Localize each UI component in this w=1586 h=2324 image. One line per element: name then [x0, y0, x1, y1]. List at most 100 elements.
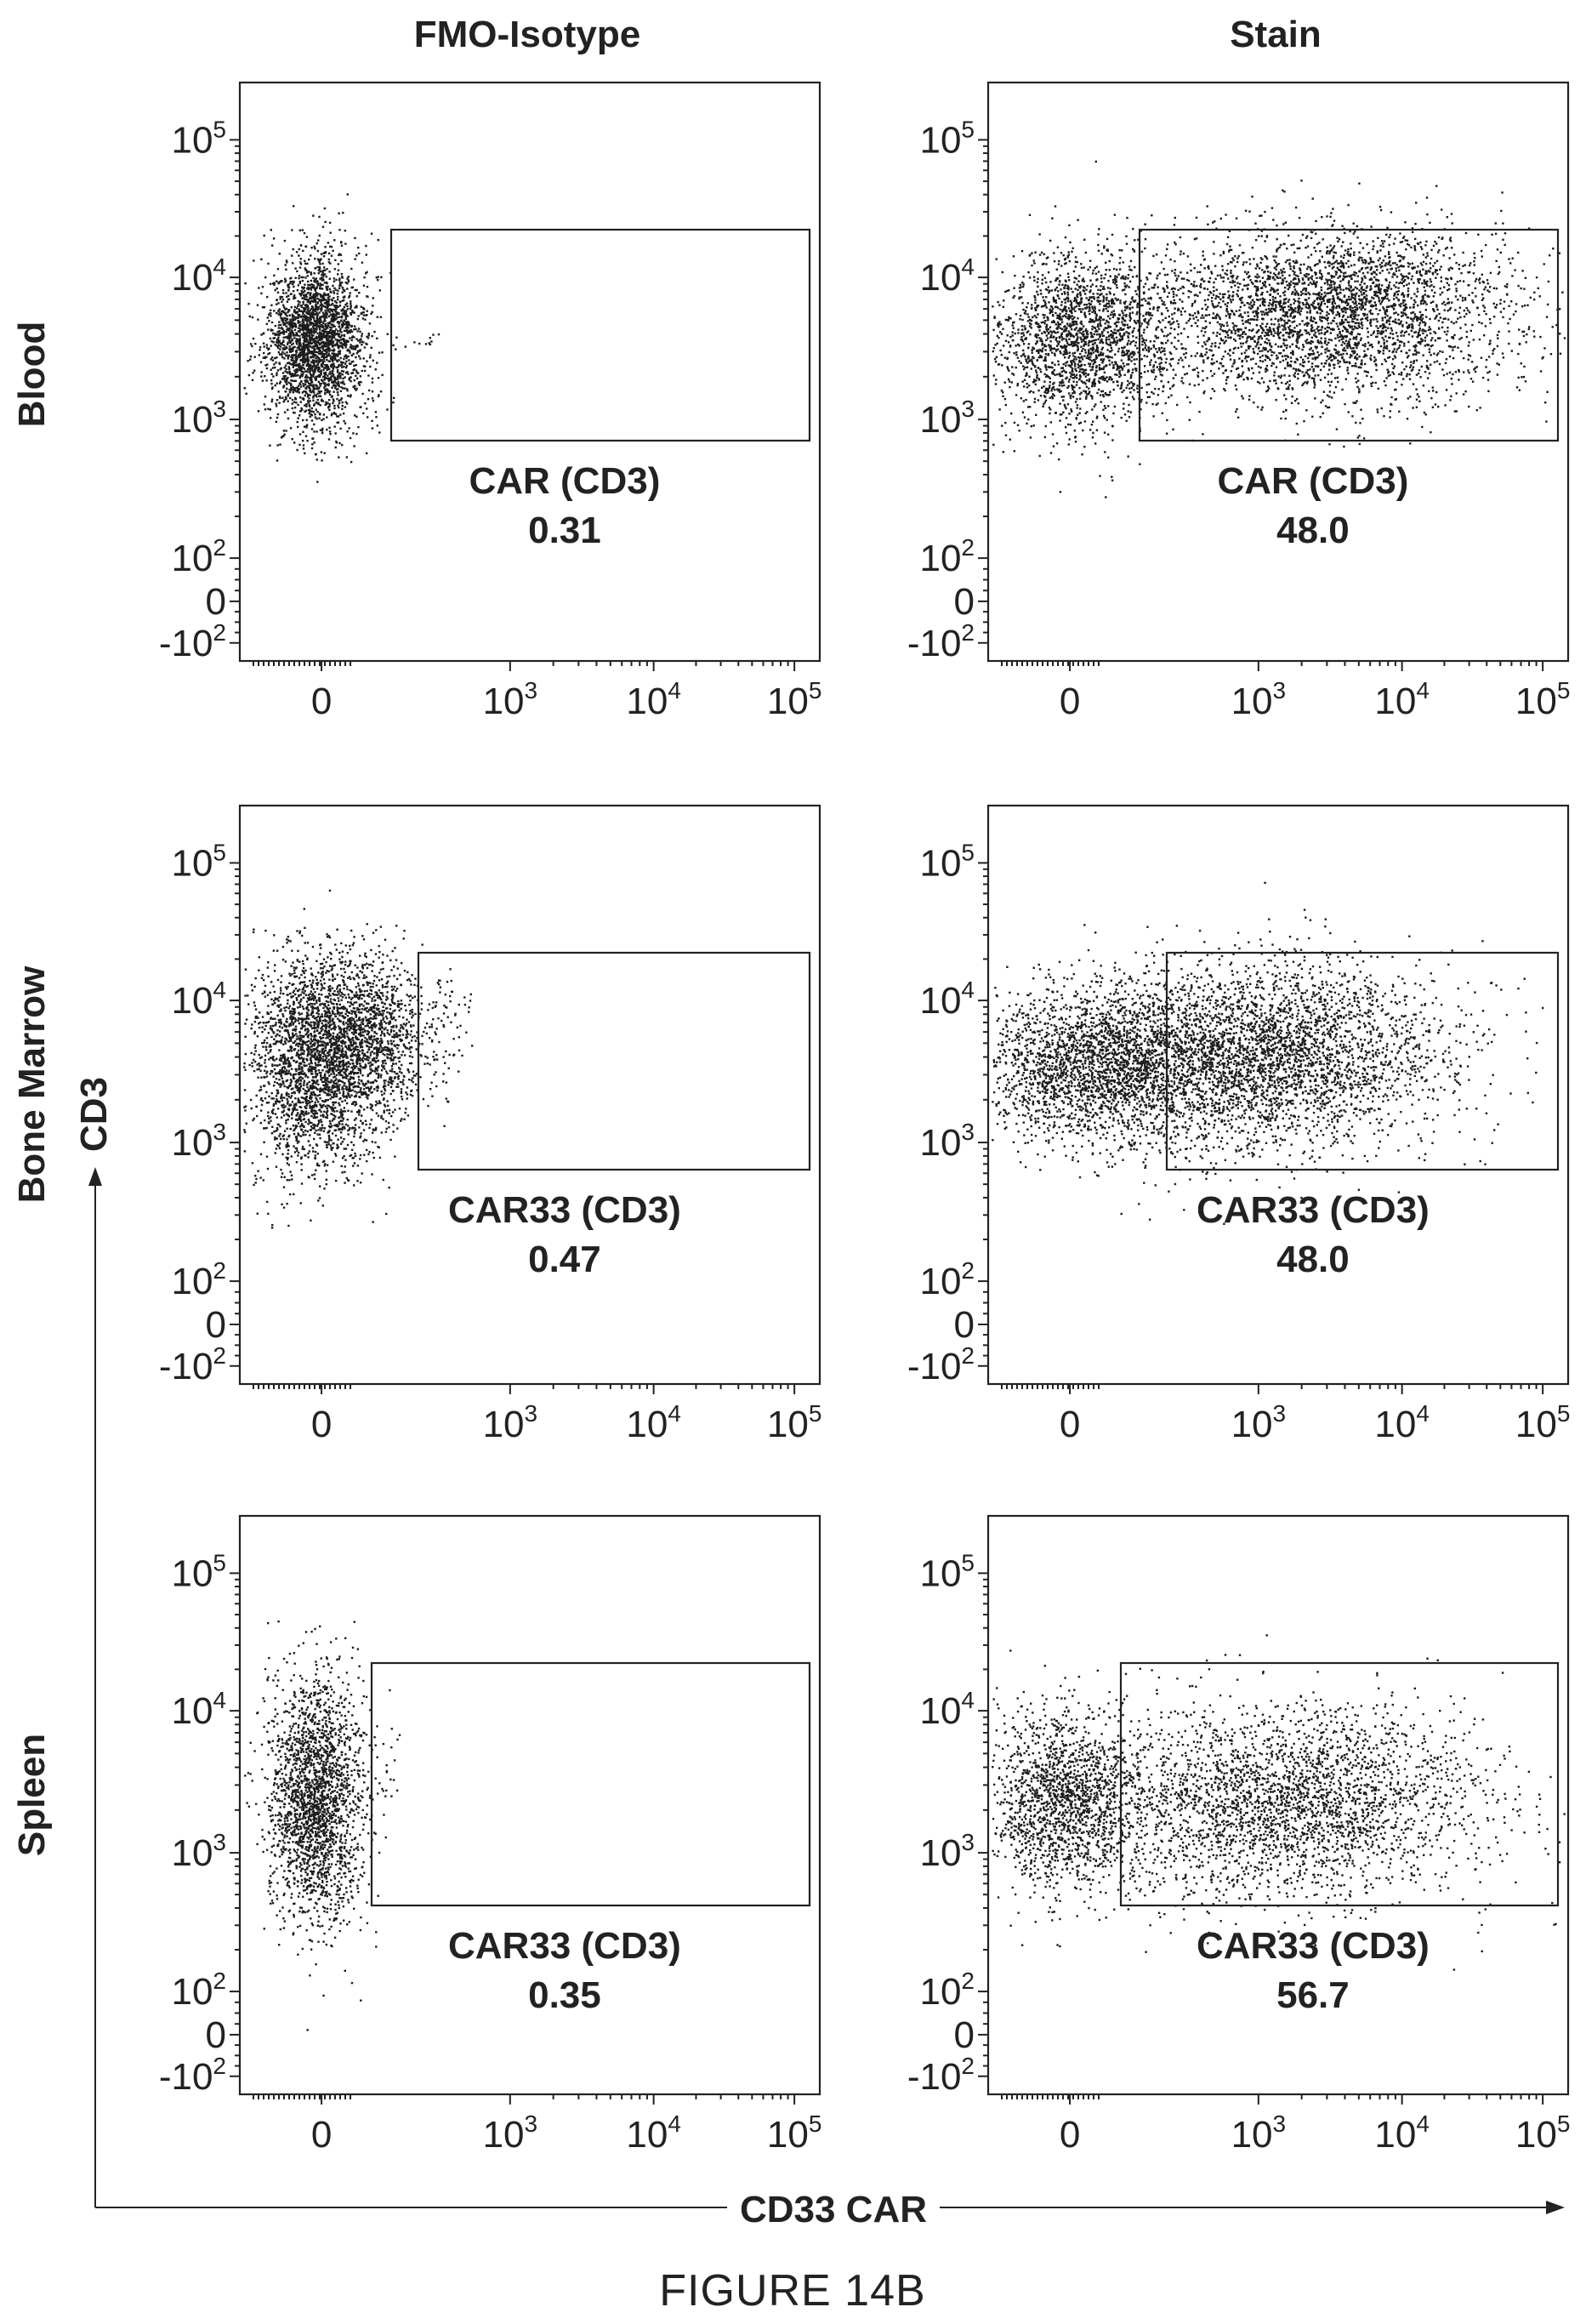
event-dot	[299, 315, 303, 318]
event-dot	[1082, 371, 1085, 374]
event-dot	[338, 322, 340, 325]
event-dot	[1488, 290, 1491, 293]
event-dot	[1112, 310, 1115, 312]
event-dot	[1314, 374, 1316, 377]
event-dot	[1177, 275, 1180, 277]
event-dot	[300, 289, 303, 293]
event-dot	[395, 348, 397, 350]
event-dot	[326, 337, 328, 340]
event-dot	[350, 313, 353, 316]
event-dot	[340, 397, 343, 400]
event-dot	[293, 369, 296, 372]
event-dot	[1122, 277, 1125, 280]
event-dot	[370, 346, 372, 349]
event-dot	[1083, 311, 1086, 314]
event-dot	[285, 367, 287, 370]
event-dot	[317, 352, 321, 355]
event-dot	[1092, 362, 1094, 365]
event-dot	[1092, 346, 1094, 349]
event-dot	[277, 344, 281, 347]
event-dot	[1063, 369, 1066, 372]
event-dot	[287, 323, 290, 326]
event-dot	[1131, 396, 1134, 398]
event-dot	[321, 359, 323, 362]
event-dot	[349, 396, 352, 398]
event-dot	[1116, 268, 1118, 271]
event-dot	[305, 345, 309, 347]
event-dot	[1051, 307, 1054, 310]
event-dot	[1063, 291, 1066, 293]
event-dot	[1051, 387, 1054, 390]
event-dot	[313, 272, 315, 275]
event-dot	[1081, 358, 1084, 361]
event-dot	[324, 377, 327, 380]
event-dot	[261, 286, 264, 288]
event-dot	[1102, 352, 1105, 355]
event-dot	[1106, 376, 1108, 379]
event-dot	[321, 398, 323, 401]
event-dot	[304, 298, 306, 300]
event-dot	[313, 359, 315, 362]
event-dot	[1094, 160, 1097, 163]
event-dot	[275, 362, 277, 364]
event-dot	[1094, 403, 1097, 406]
event-dot	[372, 297, 374, 299]
event-dot	[288, 334, 292, 337]
event-dot	[1101, 367, 1104, 370]
event-dot	[309, 389, 311, 392]
event-dot	[1158, 272, 1161, 275]
event-dot	[1028, 214, 1032, 216]
event-dot	[309, 382, 312, 385]
event-dot	[285, 378, 288, 381]
event-dot	[1179, 299, 1181, 301]
event-dot	[347, 327, 350, 329]
event-dot	[1073, 361, 1076, 363]
event-dot	[1114, 322, 1117, 325]
event-dot	[1117, 329, 1120, 333]
event-dot	[354, 236, 356, 240]
event-dot	[1181, 359, 1184, 362]
event-dot	[353, 325, 356, 328]
event-dot	[291, 348, 293, 350]
event-dot	[1028, 390, 1031, 394]
event-dot	[350, 330, 354, 333]
event-dot	[327, 344, 331, 346]
event-dot	[299, 325, 302, 328]
event-dot	[1047, 271, 1050, 274]
event-dot	[377, 278, 379, 282]
event-dot	[1083, 355, 1086, 357]
event-dot	[1106, 355, 1110, 358]
event-dot	[1144, 223, 1146, 225]
event-dot	[287, 328, 290, 331]
event-dot	[1273, 374, 1276, 377]
event-dot	[1004, 403, 1007, 407]
event-dot	[329, 313, 333, 316]
event-dot	[252, 337, 255, 340]
event-dot	[302, 367, 304, 369]
event-dot	[1133, 327, 1135, 330]
event-dot	[1096, 391, 1099, 395]
event-dot	[1054, 323, 1057, 326]
event-dot	[261, 379, 264, 382]
event-dot	[1106, 331, 1110, 333]
event-dot	[296, 420, 298, 424]
event-dot	[285, 430, 287, 432]
event-dot	[1182, 292, 1185, 295]
event-dot	[1059, 381, 1061, 384]
event-dot	[1028, 254, 1031, 257]
event-dot	[1045, 391, 1048, 395]
event-dot	[268, 313, 270, 316]
event-dot	[304, 289, 306, 293]
event-dot	[1145, 355, 1149, 358]
event-dot	[268, 320, 270, 322]
event-dot	[361, 369, 363, 373]
event-dot	[1119, 299, 1122, 302]
event-dot	[292, 366, 294, 368]
event-dot	[1275, 268, 1277, 271]
event-dot	[1067, 364, 1070, 367]
event-dot	[329, 355, 332, 357]
event-dot	[276, 413, 280, 416]
event-dot	[1127, 342, 1129, 345]
event-dot	[1418, 278, 1421, 281]
event-dot	[1066, 386, 1069, 390]
